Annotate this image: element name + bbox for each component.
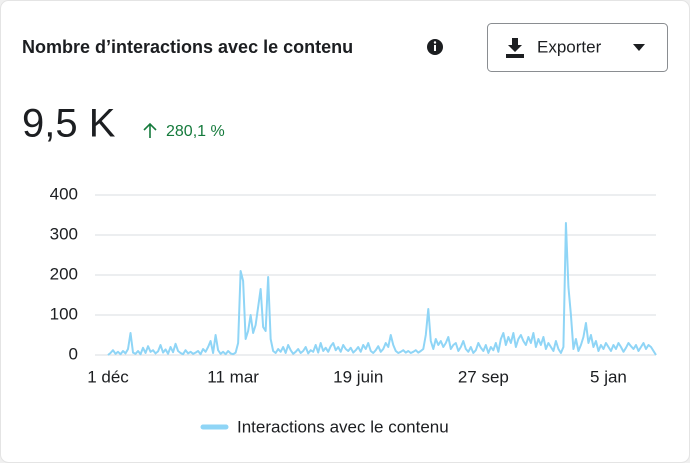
y-tick-label: 300	[50, 224, 78, 243]
card-title: Nombre d’interactions avec le contenu	[22, 37, 353, 57]
y-tick-label: 100	[50, 304, 78, 323]
x-tick-label: 11 mar	[207, 367, 259, 386]
legend-label: Interactions avec le contenu	[237, 417, 449, 436]
x-tick-label: 27 sep	[458, 367, 509, 386]
info-icon[interactable]	[427, 39, 443, 55]
data-line	[107, 222, 657, 356]
y-tick-label: 200	[50, 264, 78, 283]
y-tick-label: 400	[50, 184, 78, 203]
y-tick-label: 0	[69, 344, 78, 363]
export-label: Exporter	[537, 37, 602, 56]
x-tick-label: 1 déc	[87, 367, 129, 386]
export-button[interactable]: Exporter	[487, 23, 668, 72]
x-tick-label: 5 jan	[590, 367, 627, 386]
x-tick-label: 19 juin	[333, 367, 383, 386]
up-arrow	[143, 122, 157, 138]
kpi-value: 9,5 K	[22, 102, 116, 146]
kpi-change: 280,1 %	[166, 123, 225, 140]
